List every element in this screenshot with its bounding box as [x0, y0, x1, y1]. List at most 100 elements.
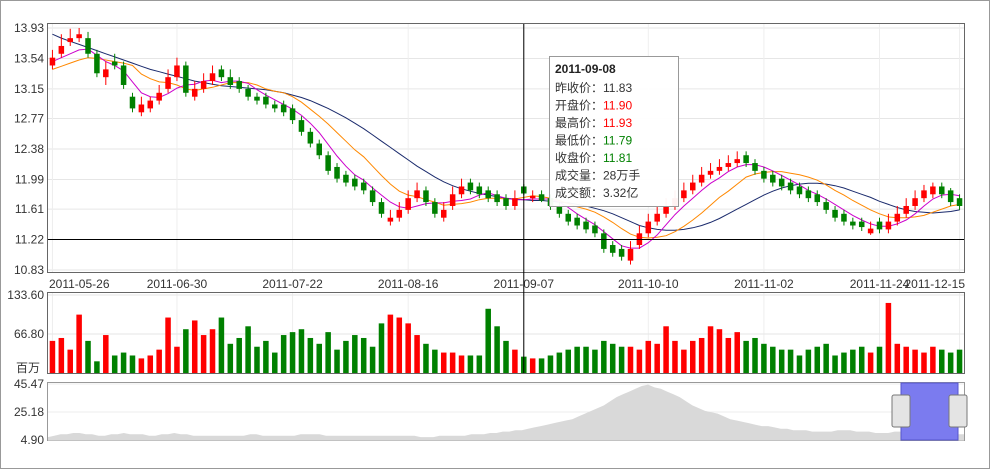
- candle-body: [352, 178, 358, 187]
- volume-bar: [236, 337, 242, 373]
- candle-body: [956, 198, 963, 206]
- volume-bar: [387, 314, 394, 373]
- volume-bar: [503, 340, 509, 373]
- volume-bar: [343, 340, 349, 373]
- navigator-tick-label: 45.47: [14, 377, 44, 391]
- navigator-handle-left[interactable]: [891, 394, 911, 428]
- candle-body: [414, 190, 420, 199]
- volume-bar: [174, 346, 180, 373]
- candle-body: [103, 69, 109, 78]
- tooltip-row-value: 11.79: [603, 134, 632, 148]
- candle-body: [912, 198, 918, 206]
- navigator-selection[interactable]: [891, 382, 968, 441]
- date-tick-label: 2011-08-16: [378, 277, 439, 291]
- volume-bar: [512, 349, 518, 373]
- candle-body: [58, 45, 65, 54]
- volume-bar: [698, 337, 705, 373]
- candle-body: [174, 65, 180, 78]
- candle-body: [360, 182, 367, 191]
- price-tick-label: 13.93: [14, 21, 44, 35]
- volume-bar: [947, 352, 954, 373]
- candle-body: [218, 69, 225, 78]
- volume-bar: [369, 346, 376, 373]
- candle-body: [752, 163, 758, 171]
- volume-plot-border: [47, 292, 965, 374]
- candle-body: [254, 96, 260, 101]
- volume-bar: [245, 326, 251, 373]
- candle-body: [94, 53, 100, 74]
- volume-bar: [449, 352, 456, 373]
- volume-bar: [467, 355, 474, 373]
- volume-bar: [183, 329, 189, 373]
- volume-bar: [165, 317, 171, 373]
- volume-bar: [663, 326, 669, 373]
- candle-body: [236, 81, 242, 89]
- volume-bar: [832, 355, 838, 373]
- volume-bar: [796, 355, 803, 373]
- price-tick-label: 11.22: [15, 233, 44, 247]
- volume-bar: [592, 349, 598, 373]
- volume-bar: [432, 349, 438, 373]
- candle-body: [529, 195, 536, 199]
- tooltip-row-value: 28万手: [603, 169, 640, 183]
- candle-body: [191, 88, 198, 97]
- volume-bar: [743, 340, 749, 373]
- volume-bar: [218, 317, 225, 373]
- volume-bar: [654, 343, 660, 373]
- volume-series: [49, 302, 963, 373]
- volume-bar: [494, 326, 500, 373]
- candle-body: [805, 190, 812, 199]
- candle-body: [778, 178, 785, 187]
- volume-bar: [529, 358, 536, 373]
- volume-bar: [76, 314, 82, 373]
- volume-bar: [200, 335, 207, 373]
- volume-bar: [156, 349, 162, 373]
- candle-body: [698, 174, 705, 183]
- candle-body: [903, 205, 909, 214]
- candle-body: [423, 190, 429, 203]
- candle-body: [485, 190, 491, 199]
- tooltip-row-label: 收盘价：: [555, 150, 603, 165]
- date-tick-label: 2011-11-02: [734, 277, 794, 291]
- candle-body: [939, 186, 945, 195]
- volume-bar: [858, 346, 865, 373]
- candle-body: [183, 65, 189, 93]
- volume-bar: [574, 346, 580, 373]
- volume-bar: [209, 329, 216, 373]
- volume-bar: [147, 355, 154, 373]
- volume-bar: [770, 346, 776, 373]
- volume-bar: [930, 346, 936, 373]
- candle-body: [574, 217, 580, 226]
- volume-bar: [618, 346, 625, 373]
- candle-body: [876, 221, 883, 230]
- tooltip-row-label: 成交额：: [555, 185, 603, 200]
- candle-body: [654, 213, 660, 222]
- navigator-series: [48, 384, 964, 440]
- candle-body: [716, 166, 723, 171]
- navigator-handle-right[interactable]: [948, 394, 968, 428]
- candle-body: [334, 166, 340, 179]
- tooltip-row-value: 11.81: [603, 151, 632, 165]
- candle-body: [49, 57, 56, 66]
- candle-body: [156, 92, 162, 101]
- candle-body: [209, 73, 216, 82]
- candle-body: [111, 61, 118, 66]
- volume-bar: [289, 332, 296, 373]
- date-tick-label: 2011-05-26: [49, 277, 110, 291]
- candle-body: [556, 205, 563, 214]
- volume-bar: [298, 329, 305, 373]
- candle-body: [467, 182, 474, 191]
- candle-body: [592, 225, 598, 234]
- candle-body: [867, 228, 874, 234]
- volume-bar: [556, 352, 563, 373]
- volume-bar: [681, 349, 687, 373]
- volume-bar: [263, 340, 269, 373]
- candle-body: [165, 77, 171, 89]
- volume-bar: [734, 332, 740, 373]
- candle-body: [663, 205, 669, 214]
- tooltip-row-value: 11.83: [603, 81, 632, 95]
